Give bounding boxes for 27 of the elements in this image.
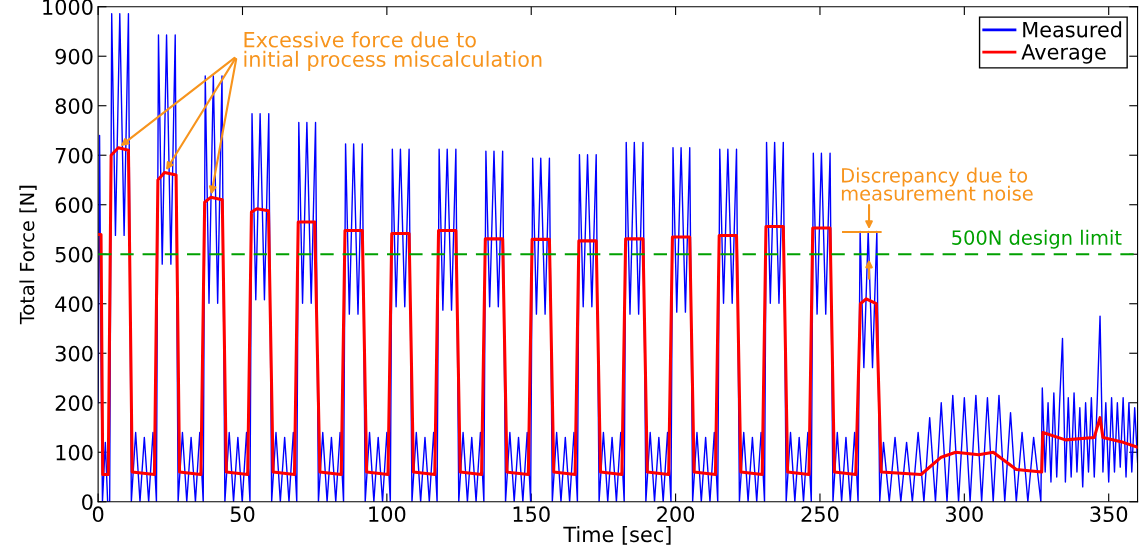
y-tick-label: 300 bbox=[55, 345, 93, 362]
x-tick-label: 200 bbox=[657, 506, 695, 523]
x-tick-label: 350 bbox=[1090, 506, 1128, 523]
line-series bbox=[98, 146, 1138, 477]
y-tick-label: 400 bbox=[55, 296, 93, 312]
y-tick-label: 200 bbox=[55, 395, 93, 411]
x-tick-label: 150 bbox=[513, 506, 550, 523]
y-tick-label: 100 bbox=[56, 444, 93, 461]
y-tick-label: 900 bbox=[55, 48, 93, 65]
y-axis-title: Total Force [N] bbox=[19, 185, 37, 325]
legend-label: Average bbox=[1021, 44, 1106, 64]
x-axis-title: Time [sec] bbox=[563, 526, 671, 545]
x-tick-label: 0 bbox=[92, 506, 104, 523]
y-tick-label: 1000 bbox=[43, 0, 93, 15]
x-tick-label: 100 bbox=[369, 506, 406, 523]
y-tick-label: 0 bbox=[82, 494, 93, 510]
y-tick-label: 800 bbox=[55, 98, 93, 114]
ref-line-label: 500N design limit bbox=[952, 229, 1122, 249]
x-tick-label: 250 bbox=[801, 506, 839, 523]
x-tick-label: 300 bbox=[946, 506, 983, 523]
legend-label: Measured bbox=[1023, 21, 1122, 38]
x-tick-label: 50 bbox=[230, 506, 255, 523]
annotation: Discrepancy due to measurement noise bbox=[841, 167, 1033, 201]
annotation: Excessive force due to initial process miscalculation bbox=[244, 31, 542, 72]
y-tick-label: 500 bbox=[55, 246, 93, 263]
y-tick-label: 600 bbox=[55, 197, 93, 213]
y-tick-label: 700 bbox=[55, 147, 93, 164]
